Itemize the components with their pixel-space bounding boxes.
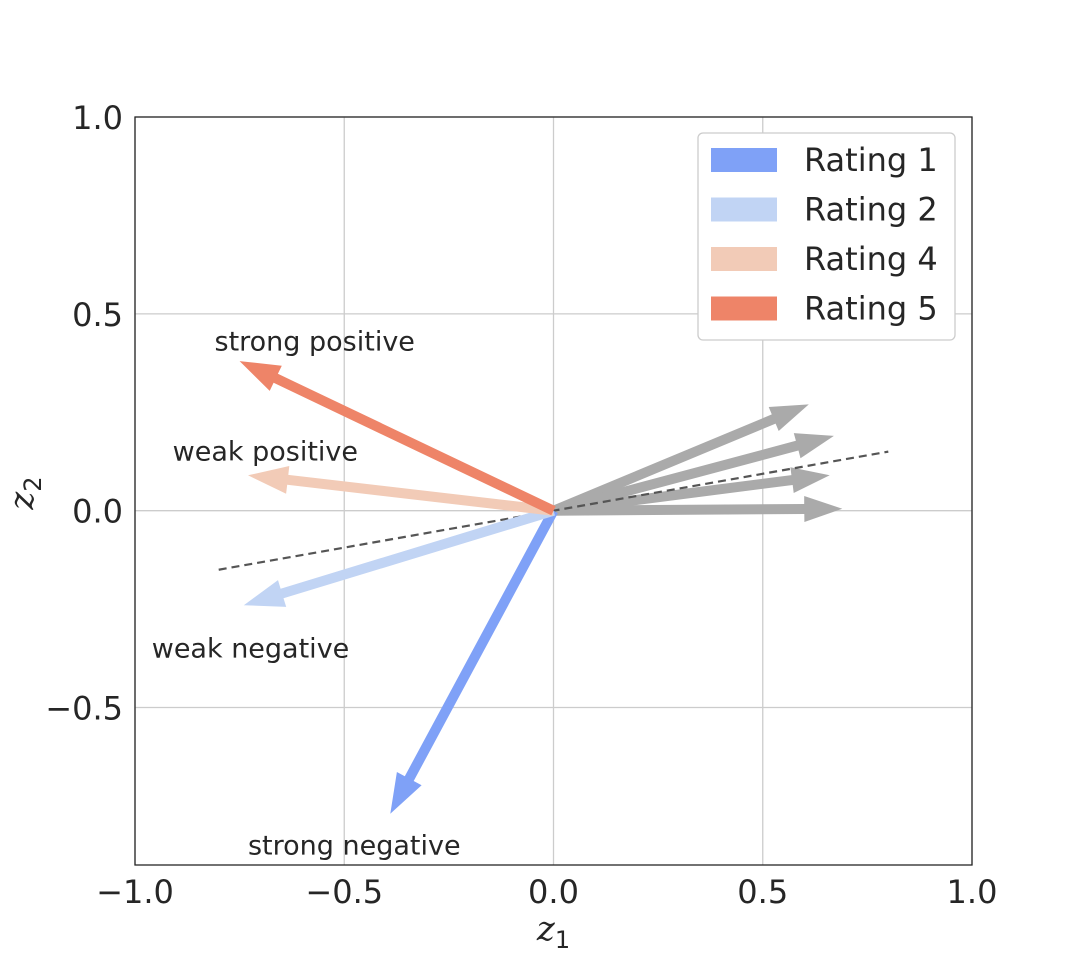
x-tick-label: −1.0	[96, 873, 174, 911]
rating-5-arrow	[239, 361, 556, 516]
legend-swatch	[711, 247, 777, 271]
x-axis-label-subscript: 1	[555, 926, 570, 954]
legend-swatch	[711, 296, 777, 321]
y-axis-ticks: −0.5 0.0 0.5 1.0	[45, 99, 123, 728]
rating-vectors	[239, 361, 558, 814]
legend: Rating 1 Rating 2 Rating 4 Rating 5	[697, 132, 956, 341]
neutral-vector-arrow	[551, 404, 809, 516]
neutral-vector-arrow	[553, 496, 843, 522]
legend-label: Rating 4	[804, 240, 938, 278]
legend-label: Rating 1	[804, 141, 938, 179]
legend-swatch	[711, 148, 777, 172]
x-axis-label: z1	[536, 909, 570, 954]
y-tick-label: 1.0	[72, 99, 123, 137]
x-tick-label: 0.5	[737, 873, 788, 911]
annotation-label: strong positive	[215, 326, 415, 357]
legend-box	[697, 132, 956, 341]
y-tick-label: −0.5	[45, 690, 123, 728]
y-axis-label-subscript: 2	[19, 476, 47, 491]
legend-swatch	[711, 197, 777, 222]
y-tick-label: 0.5	[72, 296, 123, 334]
x-tick-label: 0.0	[528, 873, 579, 911]
y-tick-label: 0.0	[72, 493, 123, 531]
x-tick-label: −0.5	[305, 873, 383, 911]
rating-1-arrow	[390, 508, 558, 814]
neutral-vector-arrow	[552, 433, 834, 516]
neutral-vectors	[551, 404, 843, 522]
annotation-label: weak positive	[173, 437, 358, 468]
neutral-vector-arrow	[552, 467, 830, 516]
annotation-label: strong negative	[248, 830, 461, 861]
x-tick-label: 1.0	[947, 873, 998, 911]
rating-2-arrow	[243, 505, 556, 607]
plot-frame	[134, 116, 973, 866]
y-axis-label: z2	[2, 476, 47, 510]
rating-4-arrow	[248, 466, 555, 516]
annotations: strong positive weak positive weak negativ…	[152, 326, 461, 861]
annotation-label: weak negative	[152, 633, 350, 664]
legend-label: Rating 2	[804, 191, 938, 229]
legend-label: Rating 5	[804, 290, 938, 328]
x-axis-ticks: −1.0 −0.5 0.0 0.5 1.0	[96, 873, 997, 911]
